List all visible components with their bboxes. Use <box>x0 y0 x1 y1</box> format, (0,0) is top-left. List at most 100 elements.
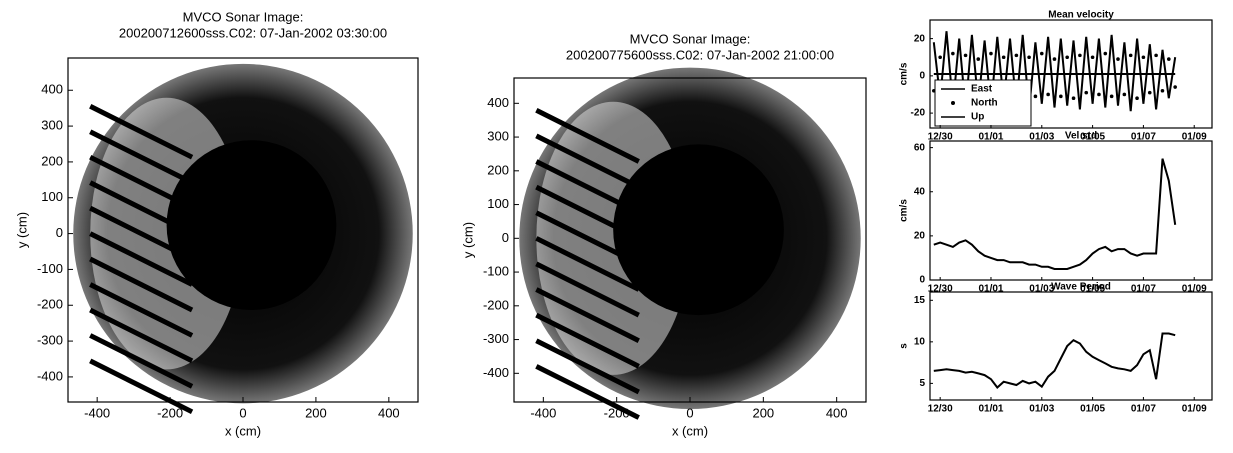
data-point <box>1097 92 1101 97</box>
data-point <box>1128 53 1133 58</box>
y-tick-label: -300 <box>483 331 509 346</box>
sonar-stripe <box>89 307 194 364</box>
y-tick-label: -400 <box>37 368 63 383</box>
y-tick-label: 0 <box>919 275 925 286</box>
y-tick-label: -400 <box>483 365 509 380</box>
sonar-stripe <box>89 282 194 338</box>
data-point <box>1122 92 1127 97</box>
y-tick-label: 0 <box>502 230 509 245</box>
data-line <box>932 31 1177 112</box>
x-axis-label: x (cm) <box>672 423 708 438</box>
chart: MVCO Sonar Image:200200775600sss.C02: 07… <box>460 31 867 438</box>
y-tick-label: 300 <box>487 129 509 144</box>
x-tick-label: 01/07 <box>1131 404 1156 415</box>
legend-label: North <box>971 98 998 109</box>
y-tick-label: -200 <box>37 297 63 312</box>
x-tick-label: 01/05 <box>1080 284 1105 295</box>
data-point <box>938 55 942 60</box>
data-point <box>1059 94 1063 99</box>
x-tick-label: 01/01 <box>978 404 1003 415</box>
x-tick-label: 01/03 <box>1029 284 1054 295</box>
chart-title: MVCO Sonar Image: <box>630 31 751 46</box>
axes-frame <box>929 140 1213 281</box>
x-tick-label: 01/09 <box>1182 404 1207 415</box>
axes-frame <box>929 19 1213 129</box>
data-point <box>1154 53 1158 58</box>
chart-title: MVCO Sonar Image: <box>183 9 304 24</box>
axes-frame <box>929 291 1213 401</box>
chart-title: Wave Period <box>1051 282 1111 293</box>
sonar-stripe <box>535 338 640 395</box>
sonar-stripe <box>535 133 640 190</box>
x-tick-label: 01/07 <box>1131 284 1156 295</box>
y-tick-label: 20 <box>914 231 926 242</box>
chart: MVCO Sonar Image:200200712600sss.C02: 07… <box>14 9 419 438</box>
data-point <box>989 51 993 56</box>
legend-marker <box>951 101 955 105</box>
y-axis-label: y (cm) <box>460 222 475 258</box>
x-tick-label: 200 <box>305 405 327 420</box>
legend-label: Up <box>971 112 984 123</box>
chart-subtitle: 200200712600sss.C02: 07-Jan-2002 03:30:0… <box>119 25 387 40</box>
x-tick-label: 01/09 <box>1182 132 1207 143</box>
y-tick-label: 40 <box>914 186 926 197</box>
sonar-stripe <box>89 231 194 287</box>
data-point <box>1039 51 1044 56</box>
y-tick-label: 100 <box>487 196 509 211</box>
x-tick-label: 0 <box>239 405 246 420</box>
data-point <box>963 53 968 58</box>
y-tick-label: 200 <box>487 162 509 177</box>
data-point <box>1046 92 1050 97</box>
sonar-stripe <box>535 108 640 164</box>
data-point <box>1167 57 1171 61</box>
sonar-stripe <box>535 312 640 369</box>
data-point <box>1014 53 1019 58</box>
x-tick-label: 01/05 <box>1080 132 1105 143</box>
y-tick-label: 100 <box>41 189 63 204</box>
chart: Wave Period 12/30 01/01 01/03 01/05 01/07 01/0… <box>899 282 1213 415</box>
y-tick-label: 10 <box>914 336 926 347</box>
x-tick-label: -400 <box>84 405 110 420</box>
chart-subtitle: 200200775600sss.C02: 07-Jan-2002 21:00:0… <box>566 47 834 62</box>
x-tick-label: 12/30 <box>928 404 953 415</box>
sonar-stripe <box>89 104 194 160</box>
data-point <box>1065 55 1069 60</box>
sonar-stripe <box>89 256 194 313</box>
x-tick-label: 0 <box>686 405 693 420</box>
y-axis-label: y (cm) <box>14 212 29 248</box>
x-tick-label: 12/30 <box>928 284 953 295</box>
y-tick-label: 0 <box>919 71 925 82</box>
y-tick-label: 300 <box>41 118 63 133</box>
y-tick-label: 15 <box>914 295 926 306</box>
sonar-stripe <box>89 333 194 389</box>
y-axis-label: s <box>899 343 910 349</box>
sonar-stripe <box>89 129 194 185</box>
data-point <box>1027 55 1031 60</box>
data-point <box>1033 94 1038 99</box>
sonar-stripe <box>535 261 640 318</box>
y-tick-label: -20 <box>911 108 926 119</box>
x-tick-label: 01/09 <box>1182 284 1207 295</box>
y-tick-label: 200 <box>41 153 63 168</box>
x-axis-label: x (cm) <box>225 423 261 438</box>
chart: Vel std 12/30 01/01 01/03 01/05 01/07 01/09 0 20… <box>899 131 1213 295</box>
data-point <box>1001 55 1006 60</box>
data-point <box>1090 55 1095 60</box>
y-tick-label: 5 <box>919 378 925 389</box>
y-axis-label: cm/s <box>899 199 910 222</box>
y-tick-label: -300 <box>37 333 63 348</box>
y-tick-label: -100 <box>37 261 63 276</box>
y-tick-label: 400 <box>41 82 63 97</box>
sonar-stripe <box>535 364 640 420</box>
data-line <box>933 158 1177 270</box>
x-tick-label: 01/05 <box>1080 404 1105 415</box>
data-point <box>1116 57 1120 61</box>
chart-title: Mean velocity <box>1048 10 1114 21</box>
data-line <box>933 332 1176 389</box>
data-point <box>951 51 955 56</box>
data-point <box>1078 53 1082 58</box>
data-point <box>1135 96 1139 101</box>
legend-label: East <box>971 84 993 95</box>
y-tick-label: -100 <box>483 264 509 279</box>
